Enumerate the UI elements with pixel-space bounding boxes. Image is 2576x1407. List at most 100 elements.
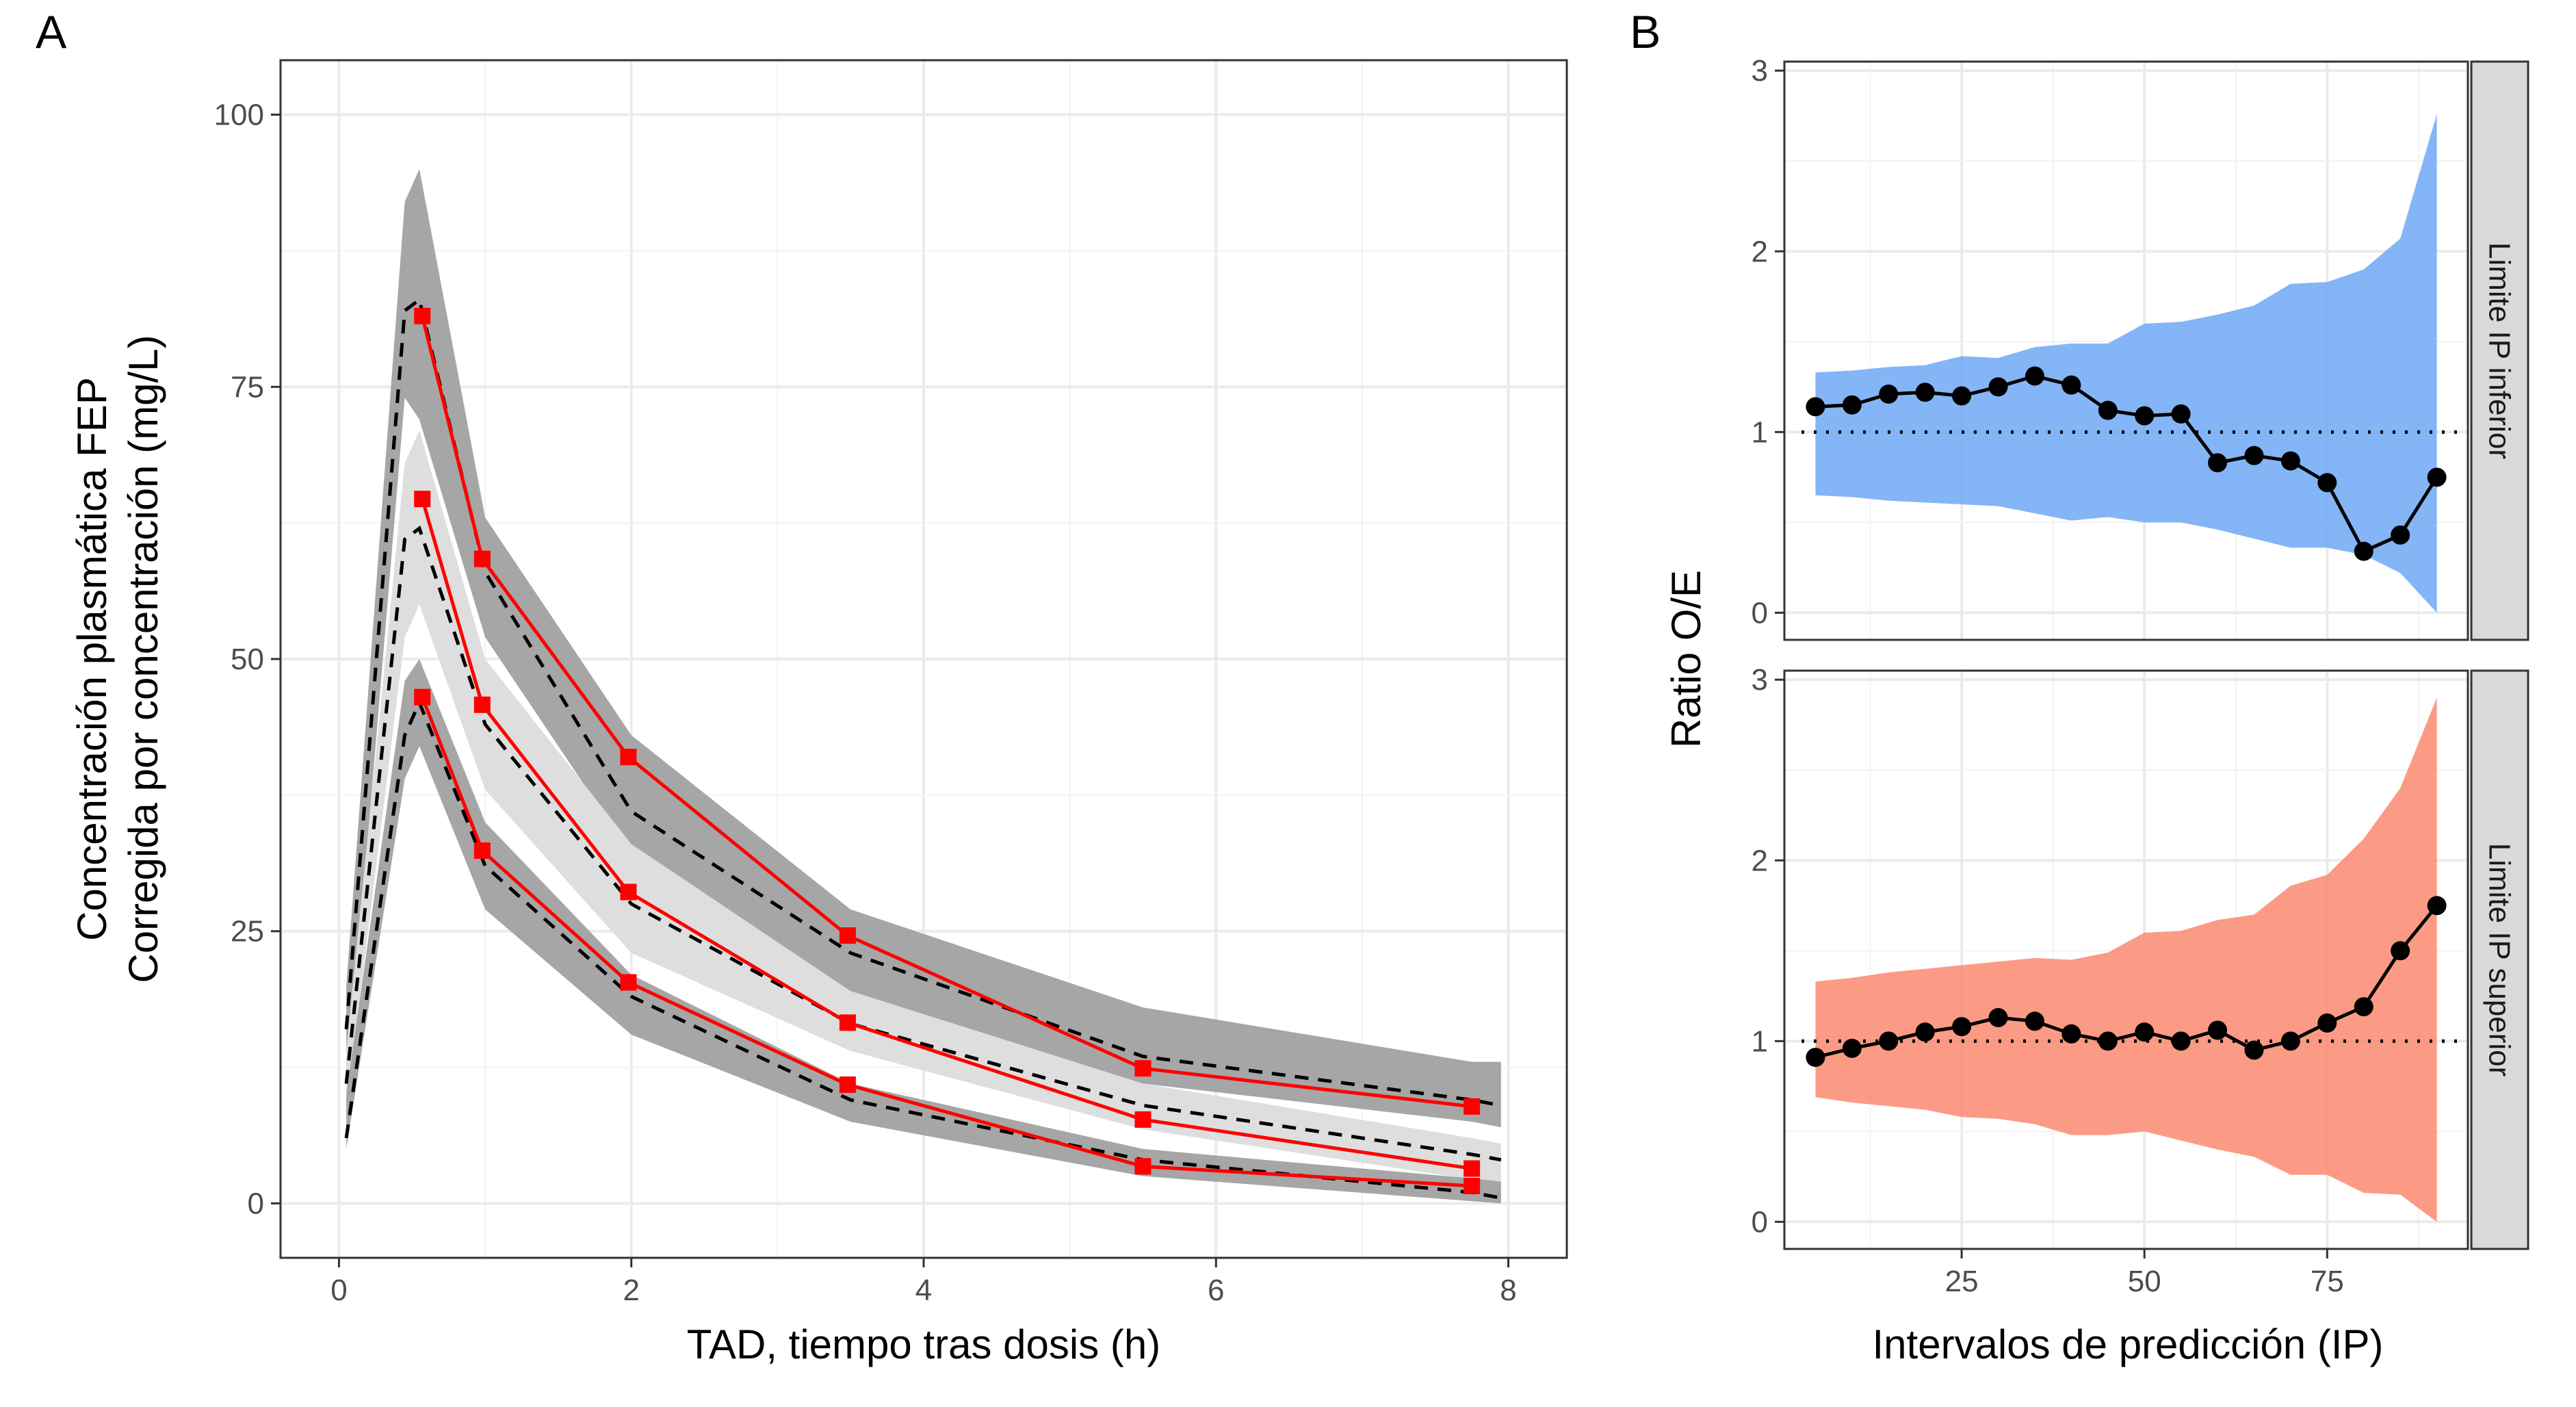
panel-a-observed-point (839, 1076, 856, 1094)
panel-a-x-tick-label: 0 (330, 1274, 347, 1307)
panel-a-prediction-bands (346, 169, 1501, 1204)
panel-b-ratio-point (2171, 1031, 2191, 1051)
panel-a-observed-point (473, 550, 491, 567)
panel-b-facet-2: Limite IP superior 0 1 2 3 25 50 75 (1752, 663, 2529, 1298)
panel-b-ratio-point (1952, 1017, 1972, 1037)
panel-b-ratio-point (2208, 453, 2228, 473)
panel-b-y-tick-label: 3 (1752, 663, 1768, 697)
panel-a-observed-point (1463, 1160, 1481, 1177)
panel-a-x-tick-label: 4 (915, 1274, 932, 1307)
panel-a-y-tick-label: 100 (214, 99, 264, 132)
panel-b-ratio-point (2098, 400, 2118, 420)
panel-a-observed-point (839, 1014, 856, 1031)
panel-a-y-tick-label: 25 (231, 915, 264, 948)
panel-b-ratio-point (1879, 384, 1899, 404)
panel-b-strip (2470, 60, 2529, 641)
panel-b-ratio-point (2244, 1040, 2264, 1060)
panel-a-observed-point (620, 883, 637, 901)
panel-a-observed-line-1 (420, 315, 1472, 1109)
panel-b-ratio-point (2025, 366, 2044, 386)
panel-b-ratio-point (1915, 383, 1935, 402)
panel-a-predicted-line-3 (344, 698, 1502, 1200)
panel-a-axes: 0 2 4 6 8 0 25 50 75 100 (214, 99, 1517, 1307)
panel-a-observed-point (1463, 1178, 1481, 1194)
panel-b-ratio-point (2354, 997, 2373, 1017)
panel-a-band-p05 (346, 659, 1501, 1204)
panel-b-x-tick-label: 75 (2311, 1265, 2344, 1298)
panel-b-interval-band (1815, 114, 2437, 613)
panel-b-y-tick-label: 3 (1752, 54, 1768, 88)
panel-b-ratio-point (1988, 1008, 2008, 1027)
panel-a-y-tick-label: 75 (231, 370, 264, 404)
panel-a-observed-line-2 (420, 498, 1472, 1171)
panel-b-y-tick-label: 1 (1752, 1024, 1768, 1058)
panel-b-x-axis-title: Intervalos de predicción (IP) (1872, 1321, 2383, 1367)
panel-a-observed-point (839, 927, 856, 944)
panel-a-band-p50 (346, 430, 1501, 1182)
panel-b-plot-border (1783, 60, 2469, 641)
panel-b-ratio-point (2135, 1022, 2155, 1042)
panel-a-band-p95 (346, 169, 1501, 1128)
panel-a-observed-point (1134, 1060, 1152, 1077)
panel-a-observed-point (1463, 1098, 1481, 1115)
panel-a-observed-point (1134, 1158, 1152, 1175)
panel-b-facet-1: Limite IP inferior 0 1 2 3 (1752, 54, 2529, 641)
panel-b-x-tick-label: 50 (2128, 1265, 2161, 1298)
panel-a-y-axis-title-line-1: Concentración plasmática FEP (69, 377, 115, 941)
panel-b-ratio-point (1842, 1038, 1862, 1058)
panel-b-ratio-point (1806, 1048, 1825, 1068)
panel-b-x-tick-label: 25 (1945, 1265, 1979, 1298)
panel-a-predicted-lines (344, 296, 1502, 1200)
panel-a-observed-point (620, 974, 637, 991)
panel-a-observed-point (1134, 1111, 1152, 1128)
panel-b-ratio-point (2391, 941, 2410, 961)
panel-b-ratio-point (2427, 896, 2447, 916)
panel-b-ratio-point (2280, 451, 2300, 471)
panel-b-ratio-point (1915, 1022, 1935, 1042)
panel-a-observed-point (414, 307, 431, 324)
panel-a-observed-point (414, 688, 431, 706)
panel-b-ratio-point (1842, 395, 1862, 415)
panel-b-y-tick-label: 2 (1752, 235, 1768, 268)
panel-b-ratio-point (1879, 1031, 1899, 1051)
panel-b-y-tick-label: 0 (1752, 596, 1768, 630)
panel-a-x-axis-title: TAD, tiempo tras dosis (h) (687, 1321, 1160, 1367)
panel-b-y-tick-label: 2 (1752, 844, 1768, 877)
panel-b-y-axis-title: Ratio O/E (1663, 570, 1709, 748)
panel-b-ratio-point (2427, 467, 2447, 487)
panel-b-y-tick-label: 1 (1752, 415, 1768, 449)
panel-b-ratio-point (1952, 386, 1972, 406)
panel-a-y-tick-label: 50 (231, 643, 264, 676)
panel-a-y-tick-label: 0 (248, 1187, 264, 1220)
panel-b-ratio-point (2061, 375, 2081, 395)
panel-a-tag: A (36, 6, 67, 58)
panel-b-plot-border (1783, 669, 2469, 1250)
panel-a-x-tick-label: 2 (623, 1274, 639, 1307)
panel-b-strip-label: Limite IP inferior (2483, 242, 2516, 459)
panel-b-strip-label: Limite IP superior (2483, 843, 2516, 1077)
panel-b-ratio-point (1806, 397, 1825, 417)
panel-b-ratio-point (2317, 1013, 2337, 1033)
panel-a-observed-point (620, 749, 637, 766)
panel-b-ratio-point (2098, 1031, 2118, 1051)
panel-a-x-tick-label: 8 (1500, 1274, 1516, 1307)
panel-b-y-tick-label: 0 (1752, 1205, 1768, 1239)
panel-b-ratio-point (2391, 525, 2410, 545)
panel-b-ratio-point (2061, 1024, 2081, 1044)
panel-a-observed-point (414, 491, 431, 508)
panel-b-interval-band (1815, 697, 2437, 1222)
panel-b-ratio-point (2317, 473, 2337, 493)
panel-b-ratio-point (2025, 1011, 2044, 1031)
panel-a-y-axis-title-line-2: Corregida por concentración (mg/L) (120, 335, 166, 983)
panel-b-ratio-point (2354, 541, 2373, 561)
panel-b-ratio-point (2244, 446, 2264, 465)
panel-a-x-tick-label: 6 (1208, 1274, 1224, 1307)
panel-a-observed-line-3 (420, 696, 1472, 1188)
panel-b-ratio-point (2171, 404, 2191, 424)
panel-a-observed-point (473, 696, 491, 713)
panel-a-observed-series (414, 307, 1481, 1194)
panel-a-predicted-line-1 (344, 296, 1502, 1107)
panel-b-strip (2470, 669, 2529, 1250)
